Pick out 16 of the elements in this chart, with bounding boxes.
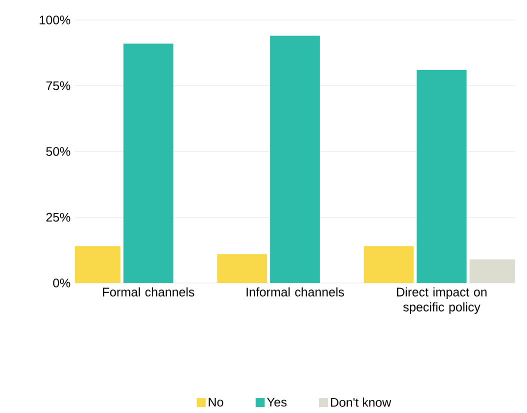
y-tick-label: 50% — [46, 147, 70, 156]
bar — [364, 246, 414, 284]
x-tick-label: Direct impact on specific policy — [397, 288, 487, 314]
legend-label: Yes — [266, 398, 287, 407]
bar — [123, 44, 174, 284]
bar — [217, 254, 268, 284]
legend-label: Don't know — [331, 398, 392, 408]
y-tick-label: 25% — [46, 213, 70, 222]
y-tick-label: 75% — [46, 82, 70, 90]
x-tick-label: Formal channels — [102, 288, 194, 297]
x-tick-label: Informal channels — [246, 288, 344, 297]
legend-label: No — [208, 398, 224, 407]
bar — [270, 36, 320, 284]
y-tick-label: 0% — [53, 278, 70, 288]
y-tick-label: 100% — [40, 16, 70, 25]
bar — [416, 70, 467, 284]
